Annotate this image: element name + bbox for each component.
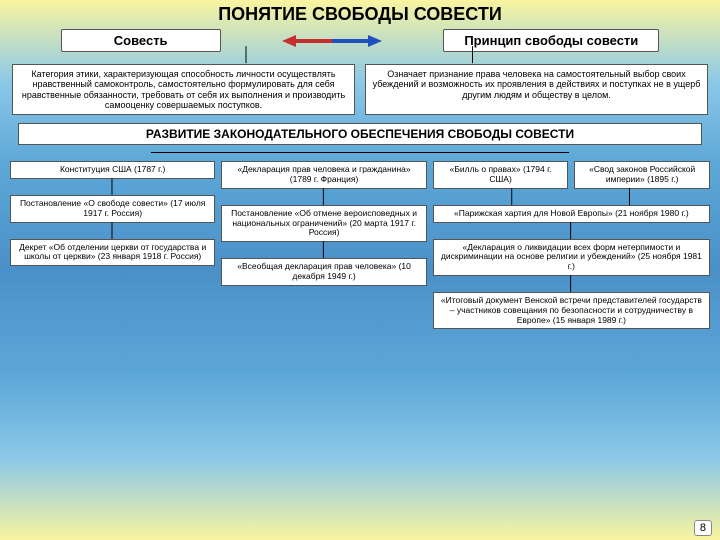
connector-icon: │ — [433, 281, 710, 287]
right-definition: Означает признание права человека на сам… — [365, 64, 708, 115]
column-2: «Декларация прав человека и гражданина» … — [221, 161, 426, 329]
doc-box: «Декларация о ликвидации всех форм нетер… — [433, 239, 710, 276]
doc-box: «Итоговый документ Венской встречи предс… — [433, 292, 710, 329]
doc-box: Декрет «Об отделении церкви от государст… — [10, 239, 215, 267]
page-number: 8 — [694, 520, 712, 536]
doc-box: Постановление «Об отмене вероисповедных … — [221, 205, 426, 242]
doc-box: «Всеобщая декларация прав человека» (10 … — [221, 258, 426, 286]
connector-icon: │ — [221, 247, 426, 253]
doc-box: «Билль о правах» (1794 г. США) — [433, 161, 569, 189]
top-pair: «Билль о правах» (1794 г. США) «Свод зак… — [433, 161, 710, 189]
doc-box: «Свод законов Российской империи» (1895 … — [574, 161, 710, 189]
doc-box: Конституция США (1787 г.) — [10, 161, 215, 179]
column-1: Конституция США (1787 г.) │ Постановлени… — [10, 161, 215, 329]
connector-icon: │ — [10, 184, 215, 190]
left-definition: Категория этики, характеризующая способн… — [12, 64, 355, 115]
doc-box: Постановление «О свободе совести» (17 ию… — [10, 195, 215, 223]
connector-icon: │ │ — [433, 194, 710, 200]
definitions-row: Категория этики, характеризующая способн… — [0, 58, 720, 119]
connector-icon: │ — [221, 194, 426, 200]
documents-grid: Конституция США (1787 г.) │ Постановлени… — [0, 159, 720, 331]
left-header: Совесть — [61, 29, 221, 52]
column-right: «Билль о правах» (1794 г. США) «Свод зак… — [433, 161, 710, 329]
doc-box: «Парижская хартия для Новой Европы» (21 … — [433, 205, 710, 223]
main-title: ПОНЯТИЕ СВОБОДЫ СОВЕСТИ — [0, 0, 720, 27]
connector-icon: │ — [10, 228, 215, 234]
connector-icon: │ — [433, 228, 710, 234]
brace-icon: ⎯⎯⎯⎯⎯⎯⎯⎯⎯⎯⎯⎯⎯⎯⎯⎯⎯⎯⎯⎯⎯⎯⎯⎯⎯⎯⎯⎯⎯⎯⎯⎯⎯⎯⎯⎯⎯⎯ — [0, 147, 720, 159]
doc-box: «Декларация прав человека и гражданина» … — [221, 161, 426, 189]
